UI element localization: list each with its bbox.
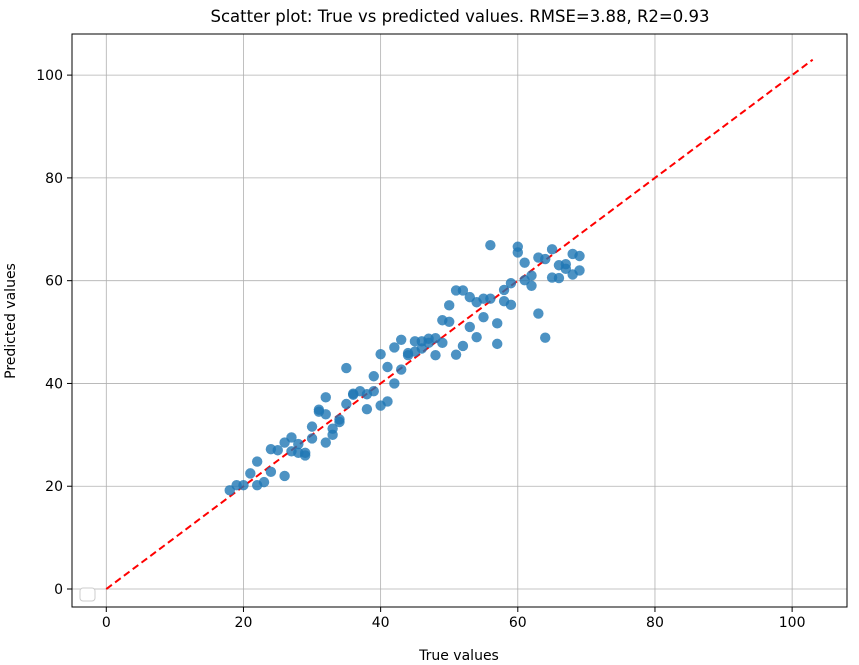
x-tick-label: 60 bbox=[509, 615, 527, 631]
y-tick-label: 20 bbox=[45, 479, 63, 495]
data-point bbox=[505, 278, 517, 289]
data-point bbox=[306, 433, 318, 444]
y-tick-label: 40 bbox=[45, 376, 63, 392]
grid bbox=[72, 34, 847, 607]
data-point bbox=[361, 403, 373, 415]
data-point bbox=[526, 280, 537, 292]
data-point bbox=[505, 299, 517, 311]
data-point bbox=[485, 240, 496, 251]
data-point bbox=[450, 349, 462, 360]
chart-title: Scatter plot: True vs predicted values. … bbox=[211, 7, 710, 26]
data-point bbox=[457, 340, 469, 352]
data-point bbox=[368, 385, 379, 397]
data-point bbox=[293, 438, 304, 450]
data-point bbox=[382, 361, 393, 373]
data-point bbox=[396, 334, 407, 345]
data-point bbox=[540, 253, 551, 265]
data-point bbox=[498, 284, 510, 296]
data-point bbox=[416, 343, 427, 354]
data-point bbox=[533, 308, 544, 319]
ideal-fit-line bbox=[105, 58, 814, 590]
data-point bbox=[306, 421, 318, 432]
data-point bbox=[546, 244, 558, 255]
y-tick-label: 0 bbox=[54, 582, 63, 598]
data-point bbox=[368, 371, 379, 382]
x-tick-label: 0 bbox=[102, 615, 111, 631]
y-tick-label: 60 bbox=[45, 274, 63, 290]
data-point bbox=[299, 447, 311, 459]
data-point bbox=[457, 285, 469, 296]
data-point bbox=[560, 263, 572, 275]
x-axis: 0 20 40 60 80 100 bbox=[102, 607, 806, 631]
y-tick-label: 100 bbox=[36, 68, 63, 84]
x-tick-label: 80 bbox=[646, 615, 664, 631]
data-point bbox=[286, 432, 297, 443]
data-point bbox=[540, 332, 551, 343]
data-point bbox=[320, 437, 331, 448]
y-tick-label: 80 bbox=[45, 171, 63, 187]
data-point bbox=[341, 398, 352, 410]
y-axis-label: Predicted values bbox=[3, 263, 19, 379]
data-point bbox=[251, 456, 263, 467]
x-tick-label: 20 bbox=[235, 615, 253, 631]
data-point bbox=[389, 342, 400, 353]
plot-frame bbox=[71, 33, 848, 608]
x-tick-label: 100 bbox=[779, 615, 806, 631]
data-point bbox=[512, 247, 523, 258]
legend-box bbox=[79, 587, 96, 602]
data-point bbox=[485, 293, 496, 304]
data-point bbox=[279, 470, 290, 482]
data-point bbox=[238, 480, 249, 491]
data-point bbox=[471, 332, 482, 343]
data-point bbox=[265, 466, 277, 478]
data-point bbox=[492, 338, 503, 350]
data-point bbox=[444, 300, 455, 311]
data-point bbox=[341, 362, 352, 374]
data-point bbox=[334, 416, 345, 428]
data-point bbox=[444, 316, 455, 327]
data-point bbox=[258, 476, 270, 488]
data-point bbox=[464, 321, 475, 333]
data-point bbox=[437, 337, 448, 349]
data-point bbox=[272, 445, 283, 456]
x-axis-label: True values bbox=[418, 648, 499, 664]
data-point bbox=[574, 250, 585, 262]
data-point bbox=[389, 378, 400, 389]
y-axis: 0 20 40 60 80 100 bbox=[36, 68, 72, 598]
x-tick-label: 40 bbox=[372, 615, 390, 631]
data-point bbox=[245, 468, 256, 479]
data-point bbox=[382, 396, 393, 407]
data-point bbox=[519, 257, 530, 268]
data-point bbox=[478, 311, 489, 323]
data-point bbox=[430, 349, 441, 361]
data-point bbox=[553, 272, 565, 284]
reference-line bbox=[105, 58, 814, 590]
data-point bbox=[574, 265, 585, 276]
data-point bbox=[327, 423, 338, 434]
data-point bbox=[526, 270, 537, 281]
data-point bbox=[492, 318, 503, 329]
data-point bbox=[396, 364, 407, 375]
data-point bbox=[375, 348, 386, 360]
data-points bbox=[224, 240, 585, 496]
data-point bbox=[320, 392, 331, 403]
data-point bbox=[320, 409, 331, 420]
